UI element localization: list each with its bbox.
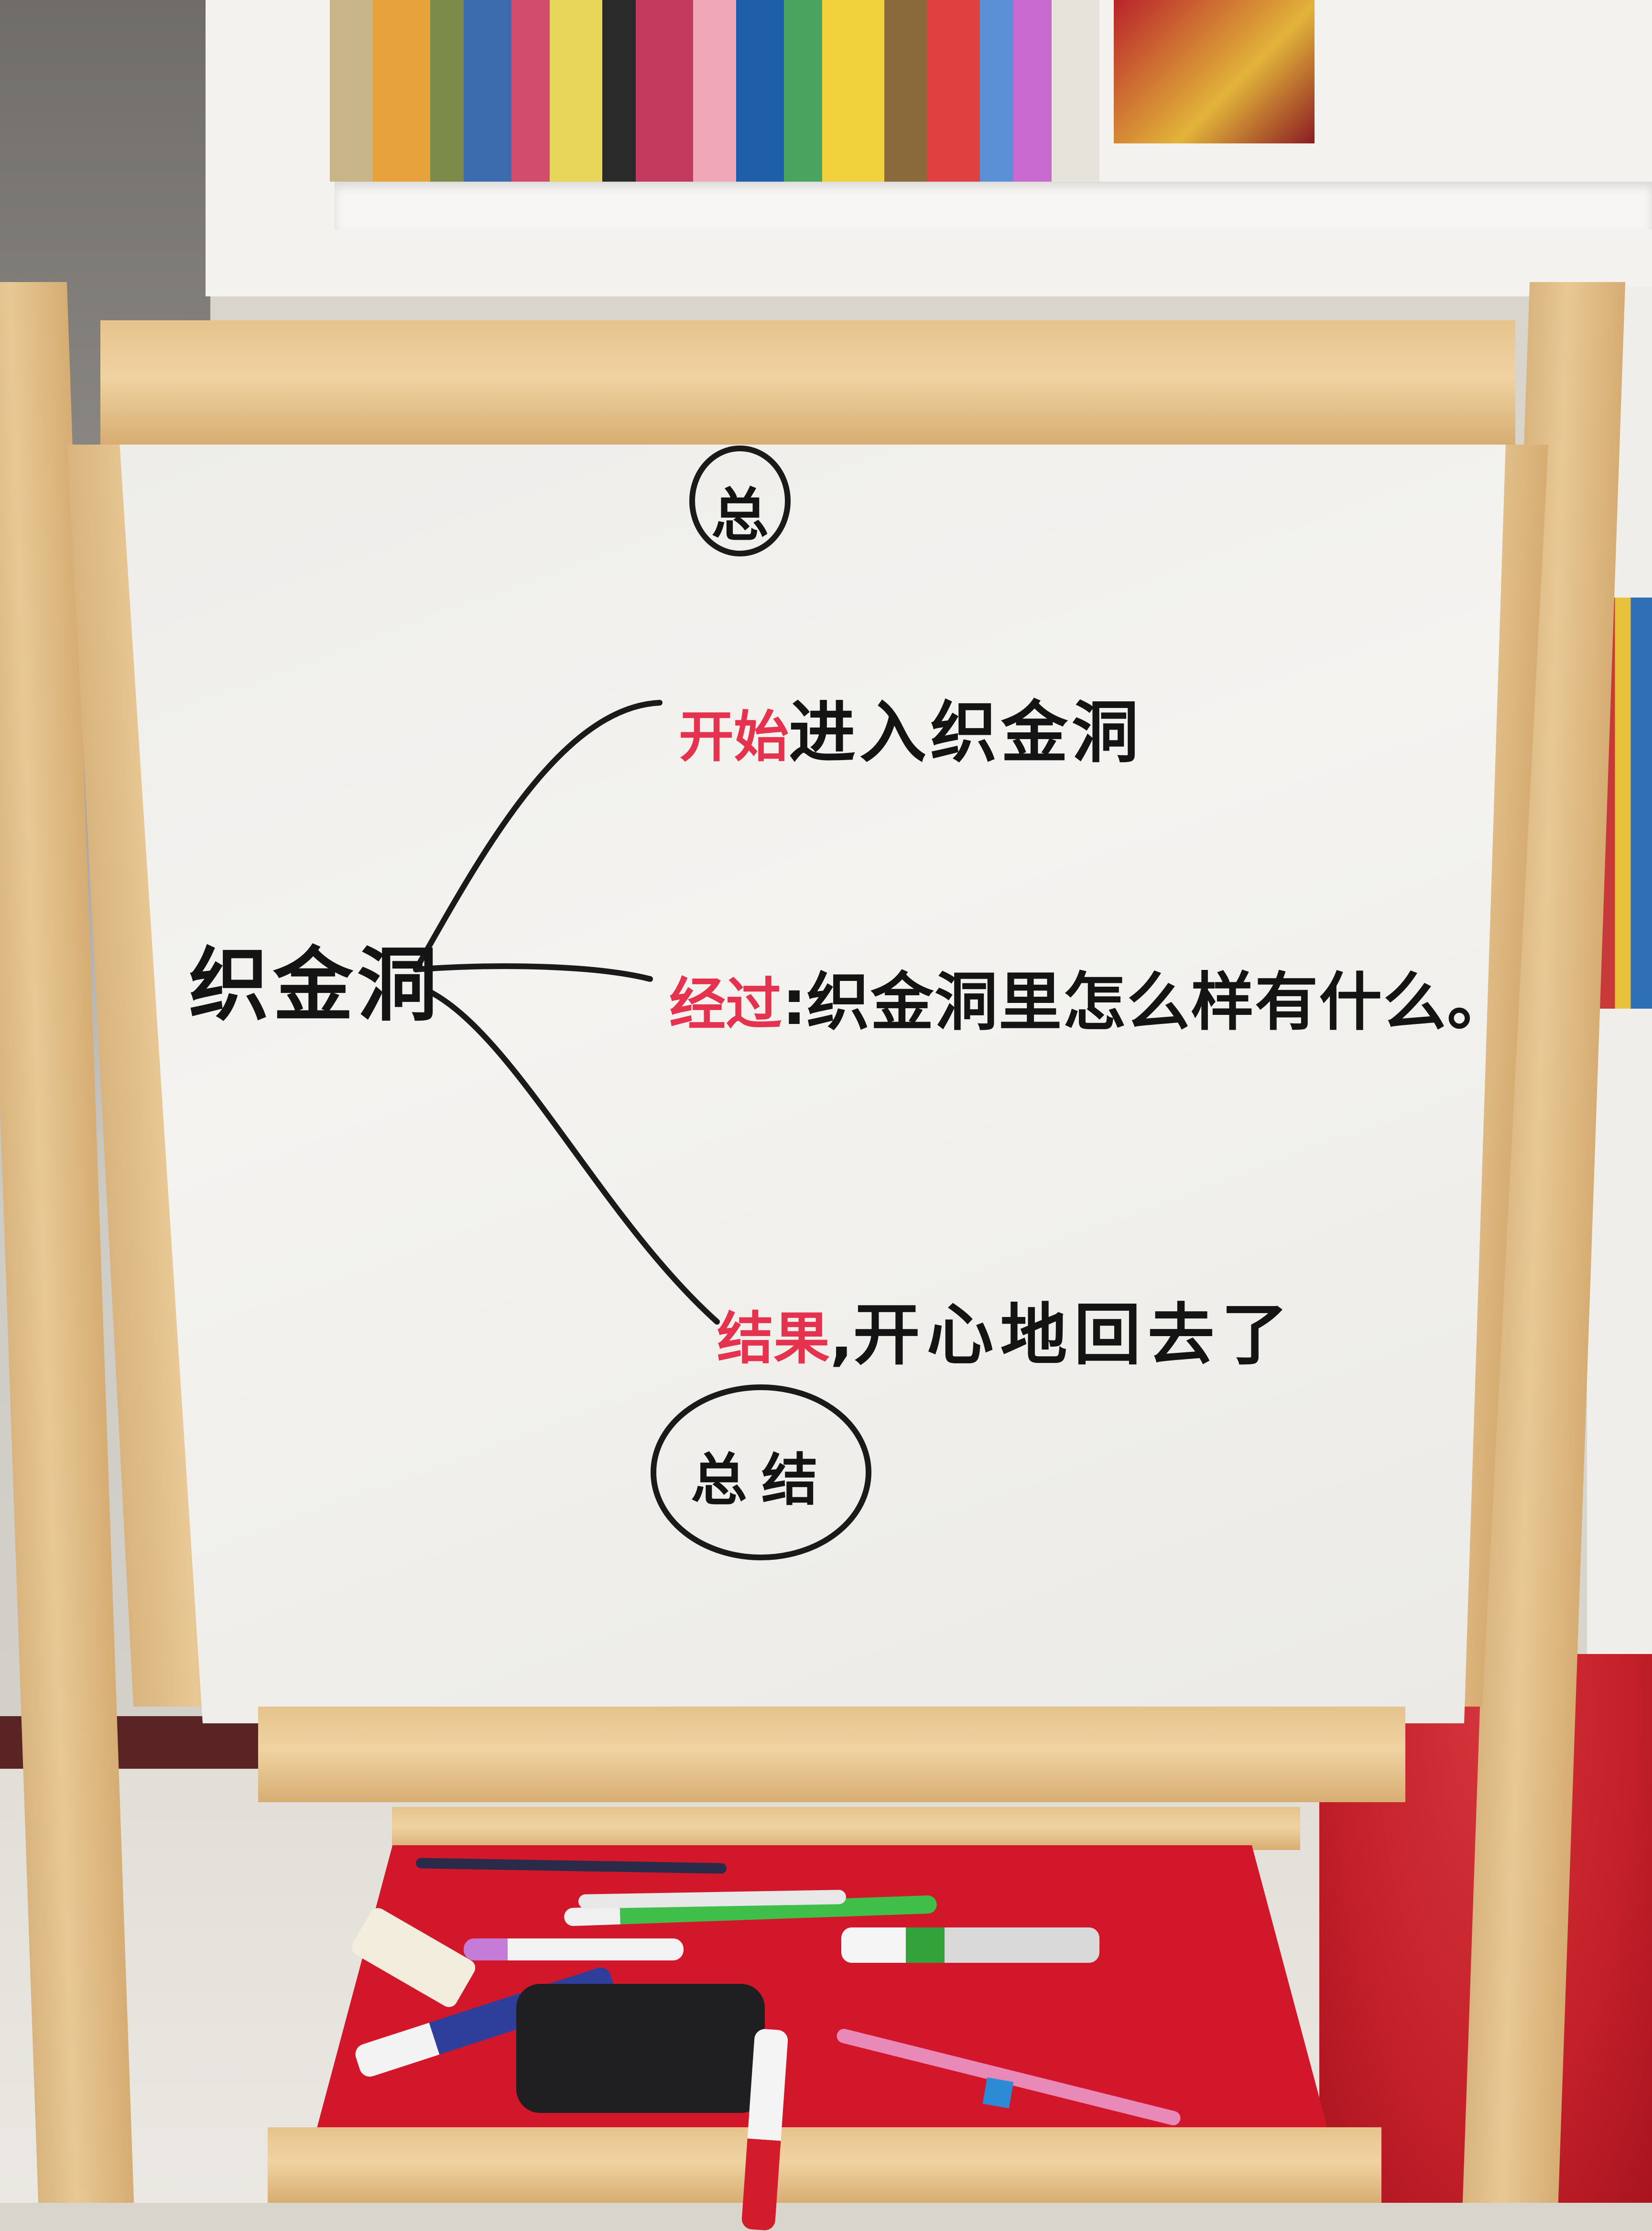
green-cap-marker[interactable]: [841, 1927, 1099, 1963]
tray-back-rail: [392, 1807, 1300, 1850]
easel-bottom-rail: [258, 1707, 1405, 1802]
shelf-board: [335, 182, 1652, 229]
book-row: [330, 0, 1652, 182]
book-spine: [693, 0, 736, 182]
book-spine: [1052, 0, 1099, 182]
pink-marker[interactable]: [464, 1938, 684, 1960]
mind-map-root: 织金洞: [189, 938, 441, 1032]
branch-end-label: 结果: [717, 1306, 830, 1371]
book-spine: [822, 0, 884, 182]
tray-front-rail: [268, 2127, 1381, 2203]
book-spine: [464, 0, 511, 182]
branch-end: 结果,开心地回去了: [717, 1296, 1295, 1374]
book-spine: [602, 0, 636, 182]
book-spine: [550, 0, 602, 182]
branch-middle-label: 经过: [669, 971, 783, 1037]
book-spine: [784, 0, 822, 182]
book-spine: [884, 0, 927, 182]
book-spine: [330, 0, 373, 182]
branch-start-label: 开始: [679, 705, 789, 769]
book-spine: [927, 0, 980, 182]
book-spine: [373, 0, 430, 182]
book-cover: [1114, 0, 1315, 143]
easel-top-rail: [100, 320, 1515, 445]
book-spine: [636, 0, 693, 182]
book-spine: [430, 0, 464, 182]
branch-start-text: 进入织金洞: [789, 694, 1143, 772]
branch-middle: 经过:织金洞里怎么样有什么。: [669, 966, 1511, 1039]
branch-end-text: 开心地回去了: [853, 1296, 1295, 1374]
book-spine: [736, 0, 784, 182]
top-badge-text: 总: [711, 482, 772, 549]
pen-cap[interactable]: [982, 2077, 1014, 2109]
whiteboard: [120, 442, 1506, 1723]
branch-middle-text: 织金洞里怎么样有什么。: [806, 966, 1511, 1039]
branch-start: 开始进入织金洞: [679, 679, 1142, 775]
book-spine: [980, 0, 1013, 182]
bottom-badge-text: 总结: [691, 1447, 833, 1513]
book-spine: [511, 0, 550, 182]
book-spine: [1013, 0, 1052, 182]
board-eraser[interactable]: [516, 1984, 765, 2113]
